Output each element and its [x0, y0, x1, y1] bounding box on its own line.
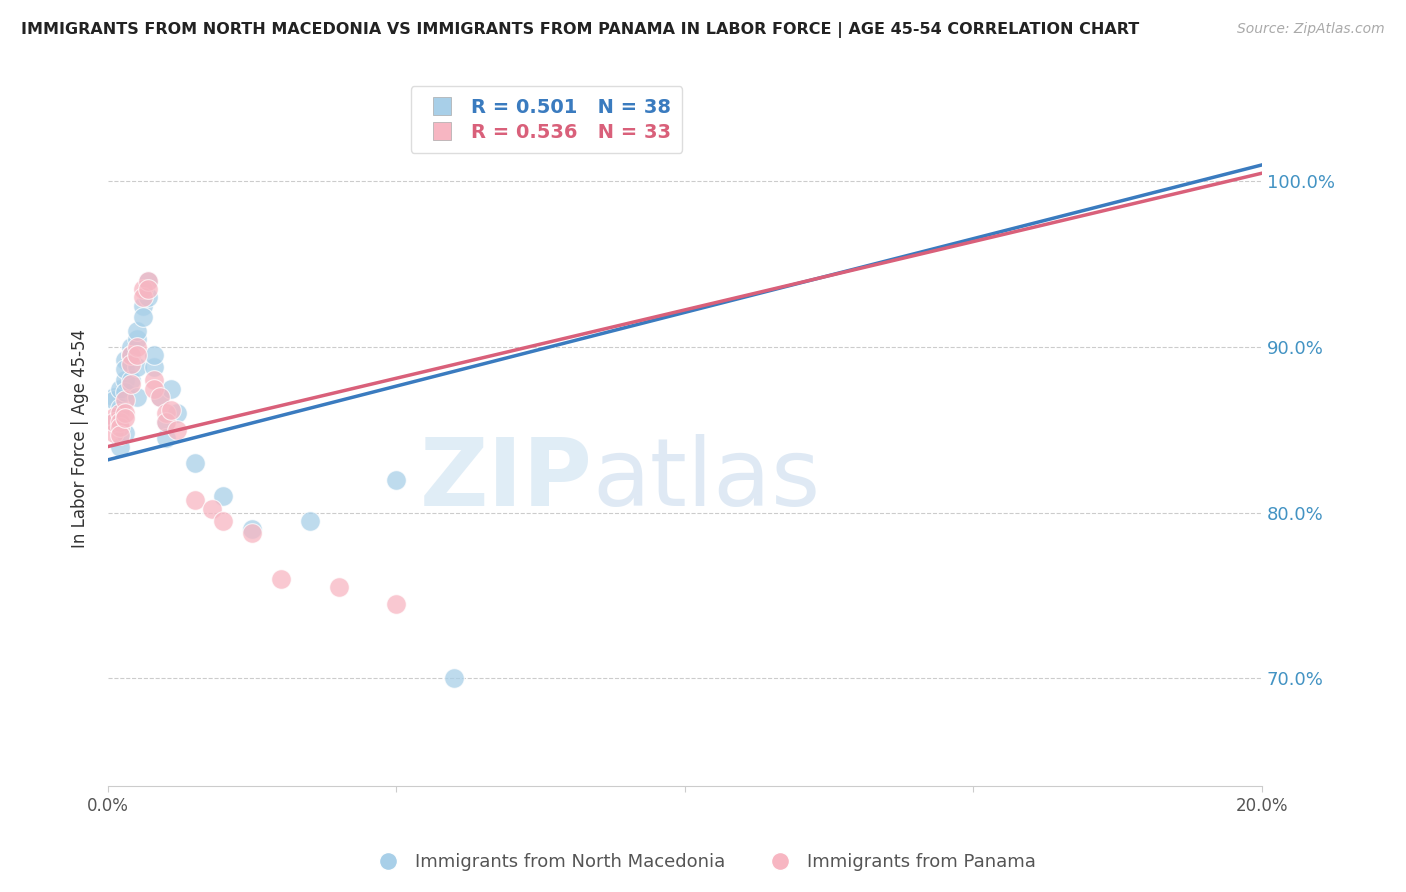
Point — [138, 282, 160, 296]
Point — [120, 340, 142, 354]
Point — [114, 373, 136, 387]
Point — [108, 382, 131, 396]
Point — [103, 393, 125, 408]
Point — [120, 348, 142, 362]
Point — [131, 290, 153, 304]
Point — [212, 514, 235, 528]
Point — [155, 431, 177, 445]
Point — [240, 525, 263, 540]
Point — [385, 473, 408, 487]
Point — [108, 440, 131, 454]
Legend: Immigrants from North Macedonia, Immigrants from Panama: Immigrants from North Macedonia, Immigra… — [363, 847, 1043, 879]
Point — [103, 409, 125, 424]
Point — [149, 390, 172, 404]
Point — [155, 415, 177, 429]
Point — [108, 401, 131, 416]
Point — [125, 390, 148, 404]
Point — [131, 310, 153, 325]
Point — [108, 406, 131, 420]
Point — [125, 348, 148, 362]
Point — [114, 361, 136, 376]
Point — [183, 492, 205, 507]
Point — [155, 406, 177, 420]
Point — [143, 373, 166, 387]
Point — [240, 522, 263, 536]
Point — [138, 274, 160, 288]
Point — [385, 597, 408, 611]
Point — [138, 274, 160, 288]
Text: atlas: atlas — [593, 434, 821, 526]
Point — [443, 672, 465, 686]
Point — [143, 348, 166, 362]
Point — [270, 572, 292, 586]
Point — [120, 357, 142, 371]
Text: IMMIGRANTS FROM NORTH MACEDONIA VS IMMIGRANTS FROM PANAMA IN LABOR FORCE | AGE 4: IMMIGRANTS FROM NORTH MACEDONIA VS IMMIG… — [21, 22, 1139, 38]
Point — [143, 359, 166, 374]
Point — [160, 382, 183, 396]
Point — [143, 382, 166, 396]
Point — [166, 423, 188, 437]
Point — [328, 580, 350, 594]
Point — [103, 390, 125, 404]
Point — [212, 489, 235, 503]
Point — [108, 428, 131, 442]
Point — [149, 390, 172, 404]
Point — [201, 502, 224, 516]
Point — [114, 393, 136, 408]
Point — [108, 409, 131, 424]
Point — [103, 426, 125, 441]
Point — [183, 456, 205, 470]
Point — [298, 514, 321, 528]
Point — [138, 290, 160, 304]
Point — [120, 376, 142, 391]
Point — [114, 411, 136, 425]
Y-axis label: In Labor Force | Age 45-54: In Labor Force | Age 45-54 — [72, 329, 89, 548]
Point — [103, 415, 125, 429]
Point — [120, 348, 142, 362]
Point — [108, 403, 131, 417]
Point — [114, 426, 136, 441]
Point — [131, 299, 153, 313]
Point — [108, 415, 131, 429]
Point — [114, 353, 136, 368]
Point — [131, 282, 153, 296]
Legend: R = 0.501   N = 38, R = 0.536   N = 33: R = 0.501 N = 38, R = 0.536 N = 33 — [411, 87, 682, 153]
Point — [120, 373, 142, 387]
Point — [120, 348, 142, 362]
Point — [114, 384, 136, 399]
Point — [114, 406, 136, 420]
Point — [125, 359, 148, 374]
Point — [125, 340, 148, 354]
Text: ZIP: ZIP — [420, 434, 593, 526]
Point — [166, 406, 188, 420]
Point — [155, 415, 177, 429]
Point — [103, 415, 125, 429]
Text: Source: ZipAtlas.com: Source: ZipAtlas.com — [1237, 22, 1385, 37]
Point — [125, 324, 148, 338]
Point — [160, 403, 183, 417]
Point — [125, 332, 148, 346]
Point — [108, 419, 131, 434]
